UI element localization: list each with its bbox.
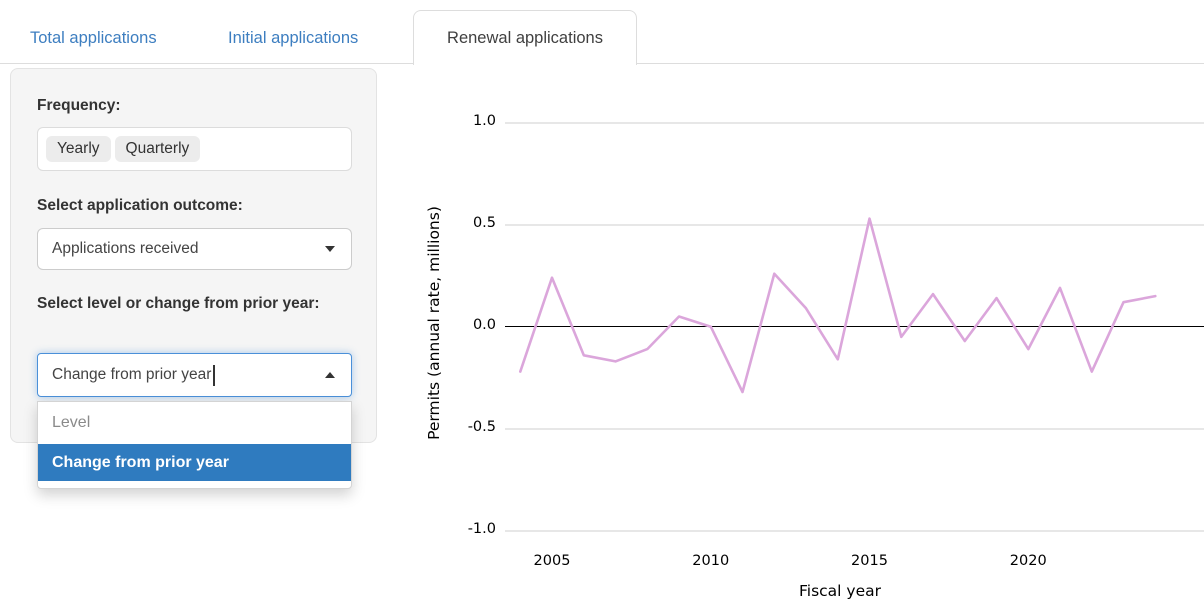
x-tick-label: 2015 (851, 553, 888, 569)
outcome-select-value: Applications received (52, 240, 199, 257)
tab-initial-applications[interactable]: Initial applications (228, 29, 359, 47)
frequency-button-group: Yearly Quarterly (37, 127, 352, 171)
measure-label: Select level or change from prior year: (37, 295, 320, 312)
tab-bar: Total applications Initial applications … (0, 0, 1204, 65)
x-axis-title: Fiscal year (798, 582, 882, 600)
change-from-prior-year-line (519, 217, 1157, 394)
gridline (505, 529, 1204, 532)
gridline (505, 121, 1204, 124)
outcome-label: Select application outcome: (37, 197, 243, 214)
measure-combobox-value: Change from prior year (52, 366, 212, 383)
frequency-label: Frequency: (37, 97, 121, 114)
menu-option-change-from-prior-year[interactable]: Change from prior year (38, 444, 351, 481)
chevron-up-icon (325, 372, 335, 378)
y-tick-label: 0.0 (472, 316, 496, 333)
frequency-option-yearly[interactable]: Yearly (46, 136, 111, 162)
y-tick-label: -1.0 (467, 520, 496, 537)
measure-combobox[interactable]: Change from prior year (37, 353, 352, 397)
x-tick-label: 2010 (692, 553, 730, 569)
chevron-down-icon (325, 246, 335, 252)
line-series-svg (519, 217, 1157, 394)
menu-option-level[interactable]: Level (38, 402, 351, 444)
outcome-select[interactable]: Applications received (37, 228, 352, 270)
gridline (505, 223, 1204, 226)
measure-dropdown-menu: Level Change from prior year (37, 401, 352, 489)
zero-line (505, 325, 1204, 328)
sidebar-panel: Frequency: Yearly Quarterly Select appli… (10, 68, 377, 443)
y-tick-label: 1.0 (472, 112, 496, 129)
text-cursor (213, 364, 215, 386)
line-chart: Permits (annual rate, millions) Fiscal y… (400, 95, 1204, 610)
y-tick-label: -0.5 (467, 418, 496, 435)
y-tick-label: 0.5 (472, 214, 496, 231)
tab-total-applications[interactable]: Total applications (30, 29, 157, 47)
tab-renewal-applications[interactable]: Renewal applications (413, 10, 637, 65)
x-tick-label: 2020 (1009, 553, 1047, 569)
frequency-option-quarterly[interactable]: Quarterly (114, 136, 201, 162)
gridline (505, 427, 1204, 430)
x-tick-label: 2005 (533, 553, 571, 569)
